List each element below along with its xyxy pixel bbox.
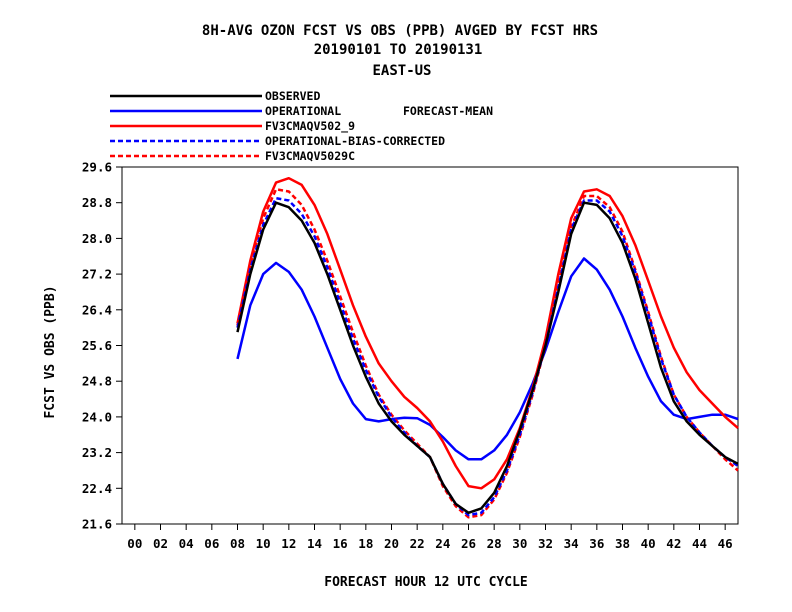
x-tick-label: 20 xyxy=(384,536,399,551)
x-tick-label: 40 xyxy=(641,536,656,551)
y-tick-label: 21.6 xyxy=(82,517,112,532)
x-tick-label: 18 xyxy=(358,536,373,551)
x-tick-label: 38 xyxy=(615,536,630,551)
series-line-observed xyxy=(236,201,739,515)
x-tick-label: 10 xyxy=(256,536,271,551)
x-tick-label: 04 xyxy=(179,536,194,551)
series-line-operational xyxy=(236,257,739,461)
chart-title-line-1: 8H-AVG OZON FCST VS OBS (PPB) AVGED BY F… xyxy=(202,23,598,39)
y-tick-label: 24.8 xyxy=(82,374,112,389)
legend-label-fv3cmaqv5029c: FV3CMAQV5029C xyxy=(265,149,355,163)
plot-frame xyxy=(121,166,739,525)
x-tick-label: 08 xyxy=(230,536,245,551)
x-tick-label: 28 xyxy=(487,536,502,551)
y-axis: 29.6 28.8 28.0 27.2 26.4 25.6 24.8 24.0 23.2 22.4… xyxy=(82,160,122,532)
series-line-fv3cmaqv502-9 xyxy=(236,176,739,490)
y-tick-label: 24.0 xyxy=(82,409,112,424)
x-tick-label: 06 xyxy=(204,536,219,551)
y-tick-label: 23.2 xyxy=(82,445,112,460)
x-tick-label: 00 xyxy=(127,536,142,551)
x-tick-label: 34 xyxy=(564,536,579,551)
y-tick-label: 28.8 xyxy=(82,195,112,210)
chart-title-line-2: 20190101 TO 20190131 xyxy=(314,42,483,58)
x-axis: 00 02 04 06 08 10 12 14 16 18 20 22 24 26 28 30 32 34 36 38… xyxy=(127,524,733,551)
series-lines xyxy=(236,176,739,519)
y-tick-label: 22.4 xyxy=(82,481,112,496)
x-tick-label: 26 xyxy=(461,536,476,551)
x-tick-label: 12 xyxy=(281,536,296,551)
series-line-fv3cmaqv5029c xyxy=(236,188,739,519)
x-tick-label: 42 xyxy=(666,536,681,551)
x-tick-label: 46 xyxy=(718,536,733,551)
y-axis-title: FCST VS OBS (PPB) xyxy=(43,285,58,418)
x-axis-title: FORECAST HOUR 12 UTC CYCLE xyxy=(324,575,528,590)
x-tick-label: 44 xyxy=(692,536,707,551)
x-tick-label: 30 xyxy=(512,536,527,551)
y-tick-label: 27.2 xyxy=(82,267,112,282)
x-tick-label: 36 xyxy=(589,536,604,551)
y-tick-label: 26.4 xyxy=(82,302,112,317)
legend-label-operational-bias-corrected: OPERATIONAL-BIAS-CORRECTED xyxy=(265,134,445,148)
y-tick-label: 25.6 xyxy=(82,338,112,353)
x-tick-label: 32 xyxy=(538,536,553,551)
legend: OBSERVED OPERATIONAL FORECAST-MEAN FV3CM… xyxy=(110,89,493,163)
x-tick-label: 14 xyxy=(307,536,322,551)
x-tick-label: 02 xyxy=(153,536,168,551)
y-tick-label: 29.6 xyxy=(82,160,112,175)
legend-label-observed: OBSERVED xyxy=(265,89,320,103)
legend-label-fv3cmaqv502-9: FV3CMAQV502_9 xyxy=(265,119,355,134)
x-tick-label: 16 xyxy=(333,536,348,551)
chart-title-line-3: EAST-US xyxy=(372,63,431,79)
legend-label-operational: OPERATIONAL xyxy=(265,104,341,118)
x-tick-label: 22 xyxy=(410,536,425,551)
y-tick-label: 28.0 xyxy=(82,231,112,246)
legend-note: FORECAST-MEAN xyxy=(403,104,493,118)
x-tick-label: 24 xyxy=(435,536,450,551)
series-line-operational-bias-corrected xyxy=(236,196,739,517)
